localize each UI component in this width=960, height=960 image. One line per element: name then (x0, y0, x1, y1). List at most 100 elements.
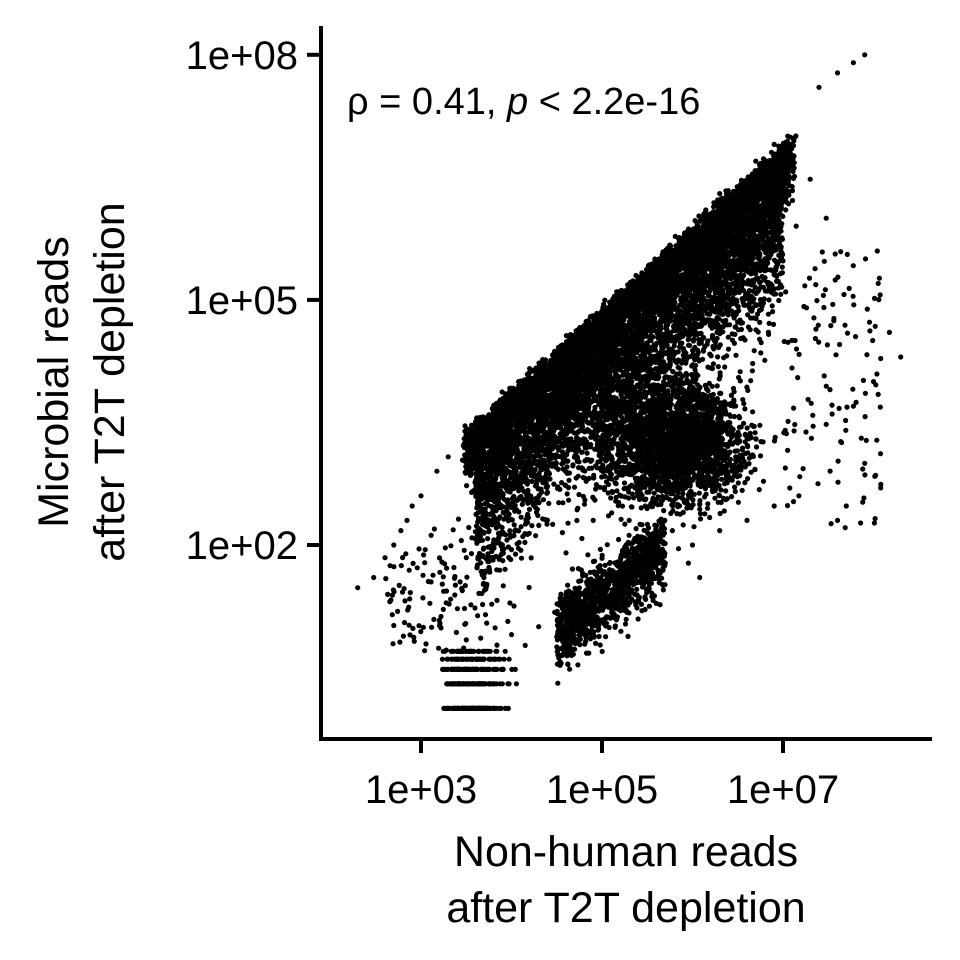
data-point (672, 233, 678, 239)
data-point (499, 389, 505, 395)
data-point (783, 207, 789, 213)
data-point (579, 535, 585, 542)
data-point (459, 457, 466, 463)
data-point (602, 297, 608, 303)
data-point (771, 141, 777, 147)
data-point (685, 560, 692, 566)
data-point (529, 383, 535, 389)
data-point (558, 369, 565, 375)
data-point (689, 542, 696, 548)
data-point (590, 517, 596, 524)
data-point (434, 468, 440, 474)
data-point (785, 133, 791, 139)
data-point (775, 165, 782, 171)
data-point (723, 213, 730, 219)
data-point (501, 430, 507, 436)
data-point (717, 528, 723, 534)
data-point (823, 215, 829, 221)
data-point (675, 546, 682, 552)
data-point (695, 239, 701, 245)
data-point (470, 428, 476, 434)
data-point (409, 503, 415, 509)
data-point (527, 366, 533, 372)
data-point (753, 158, 759, 164)
data-point (480, 414, 486, 420)
data-point (793, 133, 799, 139)
data-point (391, 542, 397, 548)
data-point (793, 223, 799, 229)
data-point (536, 378, 542, 384)
data-point (404, 517, 410, 524)
data-point (816, 84, 822, 90)
data-point (807, 176, 813, 182)
data-point (781, 157, 787, 163)
points-layer (355, 52, 904, 712)
data-point (696, 213, 702, 219)
data-point (418, 493, 424, 499)
data-point (771, 503, 777, 509)
data-point (662, 255, 668, 261)
data-point (749, 173, 755, 179)
data-point (886, 329, 893, 335)
data-point (713, 202, 719, 208)
data-point (686, 251, 693, 258)
data-point (790, 168, 796, 175)
data-point (843, 503, 849, 509)
data-point (355, 585, 361, 591)
data-point (532, 400, 538, 406)
data-point (667, 242, 673, 248)
data-point (642, 284, 648, 290)
data-point (709, 229, 716, 235)
data-point (823, 421, 829, 427)
data-point (398, 528, 404, 534)
data-point (757, 171, 763, 177)
data-point (610, 328, 616, 335)
data-point (789, 163, 796, 169)
data-point (530, 375, 536, 381)
data-point (462, 452, 468, 458)
data-point (834, 70, 841, 76)
data-point (598, 332, 604, 338)
data-point (536, 624, 542, 630)
data-point (789, 197, 796, 204)
data-point (489, 405, 495, 412)
data-point (642, 274, 648, 280)
data-point (898, 354, 904, 360)
data-point (862, 52, 868, 58)
data-point (718, 228, 724, 234)
data-point (850, 403, 857, 409)
data-point (717, 191, 723, 197)
data-point (834, 517, 841, 524)
data-point (371, 574, 377, 581)
data-point (737, 206, 743, 212)
data-point (850, 60, 857, 66)
data-point (744, 517, 750, 524)
data-point (862, 460, 868, 466)
data-point (474, 415, 480, 421)
data-point (716, 214, 722, 220)
data-point (725, 220, 731, 226)
data-point (464, 483, 470, 489)
data-point (382, 555, 388, 561)
data-point (469, 422, 475, 428)
data-point (571, 364, 577, 370)
data-point (744, 190, 750, 196)
data-point (577, 327, 583, 333)
data-point (732, 214, 738, 220)
data-point (506, 395, 512, 401)
data-point (445, 454, 451, 460)
data-point (703, 234, 709, 240)
data-point (583, 321, 589, 327)
data-point (663, 247, 669, 253)
data-point (551, 378, 557, 384)
data-point (626, 517, 632, 524)
data-point (508, 632, 515, 638)
data-point (506, 389, 513, 395)
data-point (633, 295, 639, 301)
data-point (691, 226, 697, 232)
data-point (467, 471, 473, 477)
data-point (462, 469, 468, 475)
data-point (563, 550, 569, 556)
data-point (791, 173, 798, 179)
